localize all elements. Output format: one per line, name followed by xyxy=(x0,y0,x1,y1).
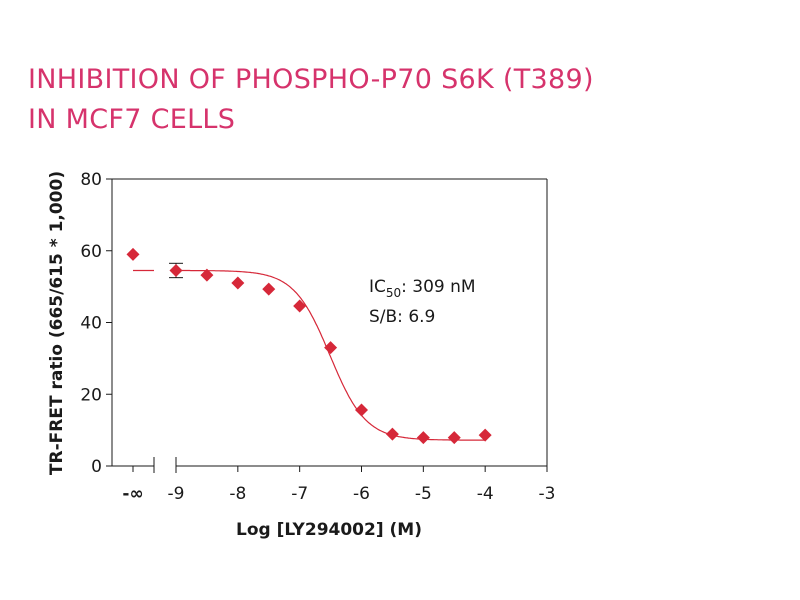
data-point xyxy=(231,276,245,290)
chart-axes xyxy=(106,178,548,473)
data-point xyxy=(262,282,276,296)
x-tick-label: -4 xyxy=(477,484,494,504)
ic50-prefix: IC xyxy=(369,277,386,297)
y-tick-label: 20 xyxy=(80,385,102,405)
data-point xyxy=(293,299,307,313)
y-tick-label: 80 xyxy=(80,170,102,190)
data-point xyxy=(385,427,399,441)
fit-curve xyxy=(176,269,486,441)
data-point xyxy=(355,403,368,417)
chart-title-line-2: IN MCF7 CELLS xyxy=(28,104,236,135)
data-point-control xyxy=(126,247,140,261)
tick-labels-layer: 0 20 40 60 80 -∞ -9 -8 -7 -6 -5 -4 -3 xyxy=(80,170,555,504)
x-tick-label: -7 xyxy=(291,484,308,504)
data-point xyxy=(324,341,338,355)
fit-curve-layer xyxy=(133,269,486,441)
chart-title: INHIBITION OF PHOSPHO-P70 S6K (T389) IN … xyxy=(28,60,594,140)
ic50-value: : 309 nM xyxy=(401,277,475,297)
chart-title-line-1: INHIBITION OF PHOSPHO-P70 S6K (T389) xyxy=(28,64,594,95)
x-tick-label: -9 xyxy=(168,484,185,504)
data-point xyxy=(416,431,430,445)
y-tick-label: 0 xyxy=(91,457,102,477)
x-axis-title: Log [LY294002] (M) xyxy=(236,520,422,540)
x-tick-label: -8 xyxy=(229,484,246,504)
x-tick-label: -3 xyxy=(539,484,556,504)
data-point xyxy=(478,428,492,442)
y-tick-label: 60 xyxy=(80,242,102,262)
data-point xyxy=(447,431,461,445)
data-point xyxy=(200,268,214,282)
data-points-layer xyxy=(126,247,492,445)
x-tick-label: -∞ xyxy=(122,484,143,504)
ic50-subscript: 50 xyxy=(386,286,401,300)
x-tick-label: -5 xyxy=(415,484,432,504)
y-tick-label: 40 xyxy=(80,314,102,334)
x-tick-label: -6 xyxy=(353,484,370,504)
ic50-annotation: IC50: 309 nM xyxy=(369,277,476,300)
y-axis-title: TR-FRET ratio (665/615 * 1,000) xyxy=(47,171,67,475)
data-point xyxy=(169,263,183,277)
sb-annotation: S/B: 6.9 xyxy=(369,307,435,327)
